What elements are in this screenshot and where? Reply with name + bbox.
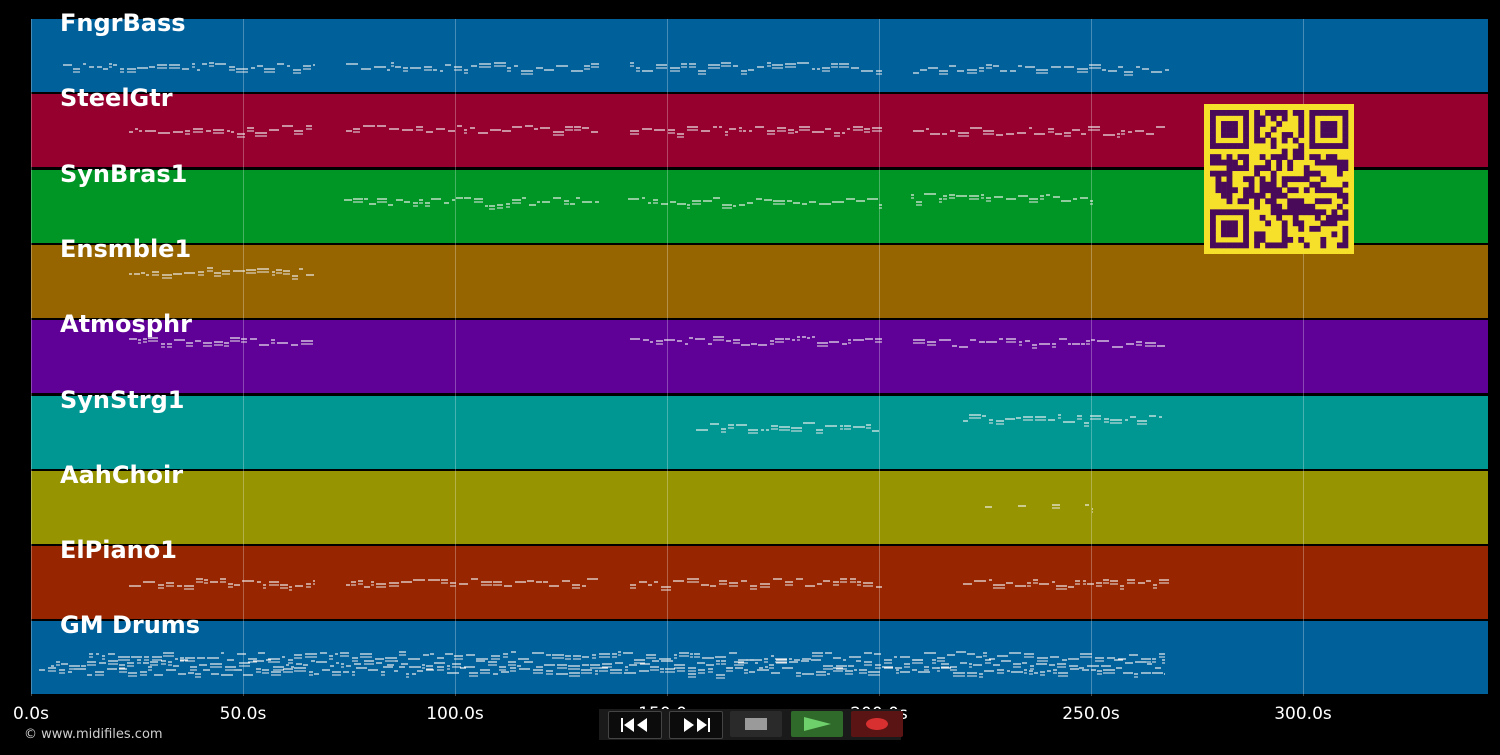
note-events [63,62,1169,76]
track-name: SteelGtr [60,84,173,113]
note-events [696,413,1162,433]
track-name: GM Drums [60,611,201,640]
note-events [985,504,1093,513]
track-name: SynBras1 [60,159,188,188]
track-lane[interactable]: FngrBass [31,10,1488,92]
fast-forward-button[interactable] [669,711,723,739]
note-events [39,651,1165,679]
stop-button[interactable] [730,711,782,737]
track-name: FngrBass [60,9,186,37]
fast-forward-icon [684,718,710,732]
record-icon [866,718,888,730]
note-events [344,192,1093,210]
track-lane[interactable]: Ensmble1 [31,236,1488,318]
note-events [129,267,314,280]
rewind-button[interactable] [608,711,662,739]
playback-controls [599,709,903,740]
play-button[interactable] [791,711,843,737]
copyright-text: © www.midifiles.com [24,727,163,742]
axis-tick-label: 50.0s [219,704,267,724]
play-icon [804,717,831,731]
track-lane[interactable]: GM Drums [31,612,1488,695]
note-events [129,578,1169,591]
note-events [129,125,1165,138]
rewind-icon [621,718,647,732]
track-lane[interactable]: SynStrg1 [31,387,1488,469]
track-name: Ensmble1 [60,234,192,263]
track-name: Atmosphr [60,310,192,339]
track-name: AahChoir [60,460,184,489]
note-events [129,336,1165,349]
axis-tick-label: 250.0s [1062,704,1120,724]
axis-tick-label: 100.0s [426,704,484,724]
stop-icon [745,718,767,730]
qr-code [1204,104,1354,254]
track-lane[interactable]: AahChoir [31,462,1488,544]
track-lane[interactable]: Atmosphr [31,311,1488,394]
track-lane[interactable]: ElPiano1 [31,537,1488,620]
axis-tick-label: 300.0s [1274,704,1332,724]
track-name: SynStrg1 [60,385,185,414]
track-name: ElPiano1 [60,536,177,565]
axis-tick-label: 0.0s [13,704,49,724]
record-button[interactable] [851,711,903,737]
